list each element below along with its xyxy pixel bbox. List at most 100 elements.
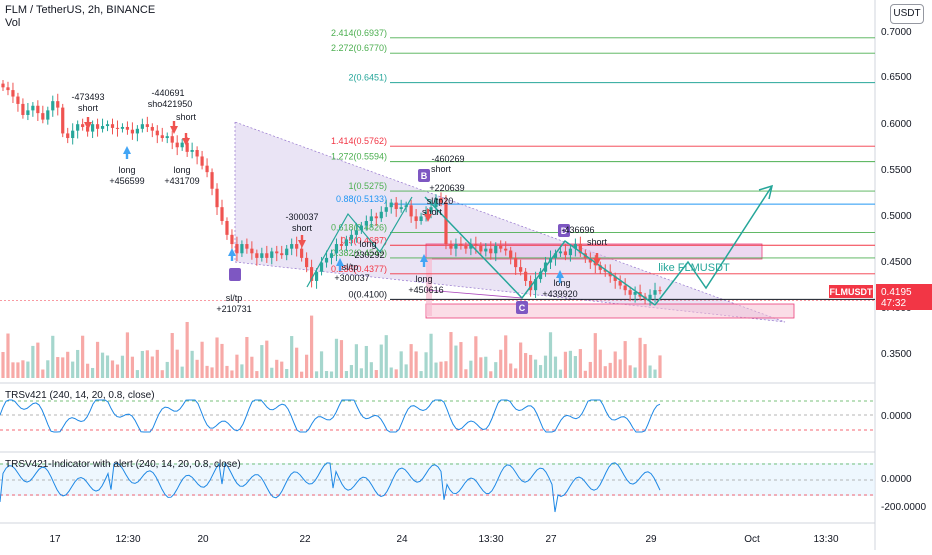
harmonic-pattern [424, 196, 656, 306]
signal-label: +210731 [216, 304, 251, 314]
candle-body [250, 248, 254, 254]
volume-bar [364, 345, 368, 378]
long-arrow-icon [228, 248, 236, 261]
candle-body [459, 244, 463, 246]
fib-level-label: 1.272(0.5594) [331, 152, 387, 162]
fib-level-label: 2.272(0.6770) [331, 43, 387, 53]
price-tick: 0.4500 [881, 257, 912, 268]
volume-bar [180, 366, 184, 378]
candle-body [359, 225, 363, 231]
candle-body [524, 271, 528, 281]
volume-bar [135, 370, 139, 378]
candle-body [344, 239, 349, 246]
signal-label: short [78, 103, 99, 113]
volume-bar [235, 354, 239, 378]
candle-body [618, 280, 622, 286]
candle-body [593, 262, 597, 266]
volume-bar [215, 337, 219, 378]
volume-bar [66, 351, 70, 378]
candle-body [439, 197, 443, 203]
signal-label: +220639 [429, 183, 464, 193]
candle-body [454, 244, 458, 249]
fib-level-label: 0.88(0.5133) [336, 194, 387, 204]
candle-body [568, 248, 573, 256]
volume-bar [524, 353, 528, 378]
volume-bar [105, 355, 110, 378]
fib-level-label: 0.382(0.4549) [331, 248, 387, 258]
candle-body [653, 290, 657, 295]
candle-body [573, 244, 577, 249]
candle-body [245, 244, 249, 249]
volume-bar [603, 366, 607, 378]
volume-bar [150, 356, 154, 378]
candle-body [165, 136, 169, 139]
price-axis-bg [876, 0, 932, 550]
signal-label: +450616 [408, 285, 443, 295]
candle-body [260, 253, 264, 258]
volume-bar [479, 357, 483, 378]
volume-bar [210, 367, 214, 378]
candle-body [160, 135, 164, 139]
volume-bar [265, 340, 269, 378]
xa-line [425, 289, 523, 299]
volume-bar [583, 370, 587, 378]
volume-bar [275, 359, 279, 378]
candle-body [474, 244, 478, 246]
currency-button[interactable]: USDT [890, 4, 924, 24]
candle-body [180, 142, 184, 148]
support-zone [425, 303, 795, 319]
zone-marker [426, 258, 432, 316]
volume-bar [394, 369, 398, 378]
volume-bar [414, 351, 418, 378]
volume-bar [628, 365, 632, 378]
time-tick: 22 [299, 534, 311, 545]
candle-body [389, 202, 393, 208]
volume-bar [484, 356, 488, 378]
candle-body [230, 234, 234, 245]
candle-body [324, 257, 329, 263]
volume-bar [86, 363, 90, 378]
volume-bar [354, 344, 358, 378]
volume-bar [155, 349, 159, 378]
volume-bar [190, 350, 194, 378]
candle-body [648, 294, 652, 300]
volume-bar [46, 360, 50, 378]
candle-body [469, 244, 473, 249]
volume-bar [494, 362, 498, 378]
candle-body [598, 265, 602, 270]
volume-bar [160, 370, 164, 378]
volume-bar [170, 333, 174, 378]
volume-bar [439, 361, 443, 378]
candle-body [449, 244, 453, 249]
volume-bar [61, 357, 65, 378]
fib-level-label: 2(0.6451) [348, 73, 387, 83]
candle-body [409, 205, 413, 217]
volume-bar [185, 321, 189, 378]
volume-bar [499, 349, 503, 378]
volume-bar [653, 369, 657, 378]
volume-bar [21, 360, 25, 378]
candle-body [95, 124, 100, 129]
volume-bar [519, 342, 523, 378]
candle-body [309, 267, 314, 281]
candle-body [369, 216, 373, 222]
indicator2-band [0, 463, 875, 496]
price-tick: 0.6000 [881, 119, 912, 130]
volume-bar [454, 345, 458, 378]
candle-body [509, 250, 513, 258]
candle-body [623, 285, 627, 291]
candle-body [329, 253, 334, 258]
volume-bar [568, 350, 573, 378]
volume-bar [290, 336, 294, 378]
candle-body [90, 124, 95, 132]
candle-body [105, 124, 110, 127]
candle-body [533, 279, 538, 291]
signal-label: -436696 [561, 225, 594, 235]
volume-bar [36, 342, 40, 378]
candle-body [215, 188, 219, 208]
candle-body [553, 253, 558, 258]
candle-body [489, 248, 493, 254]
volume-bar [409, 344, 413, 378]
